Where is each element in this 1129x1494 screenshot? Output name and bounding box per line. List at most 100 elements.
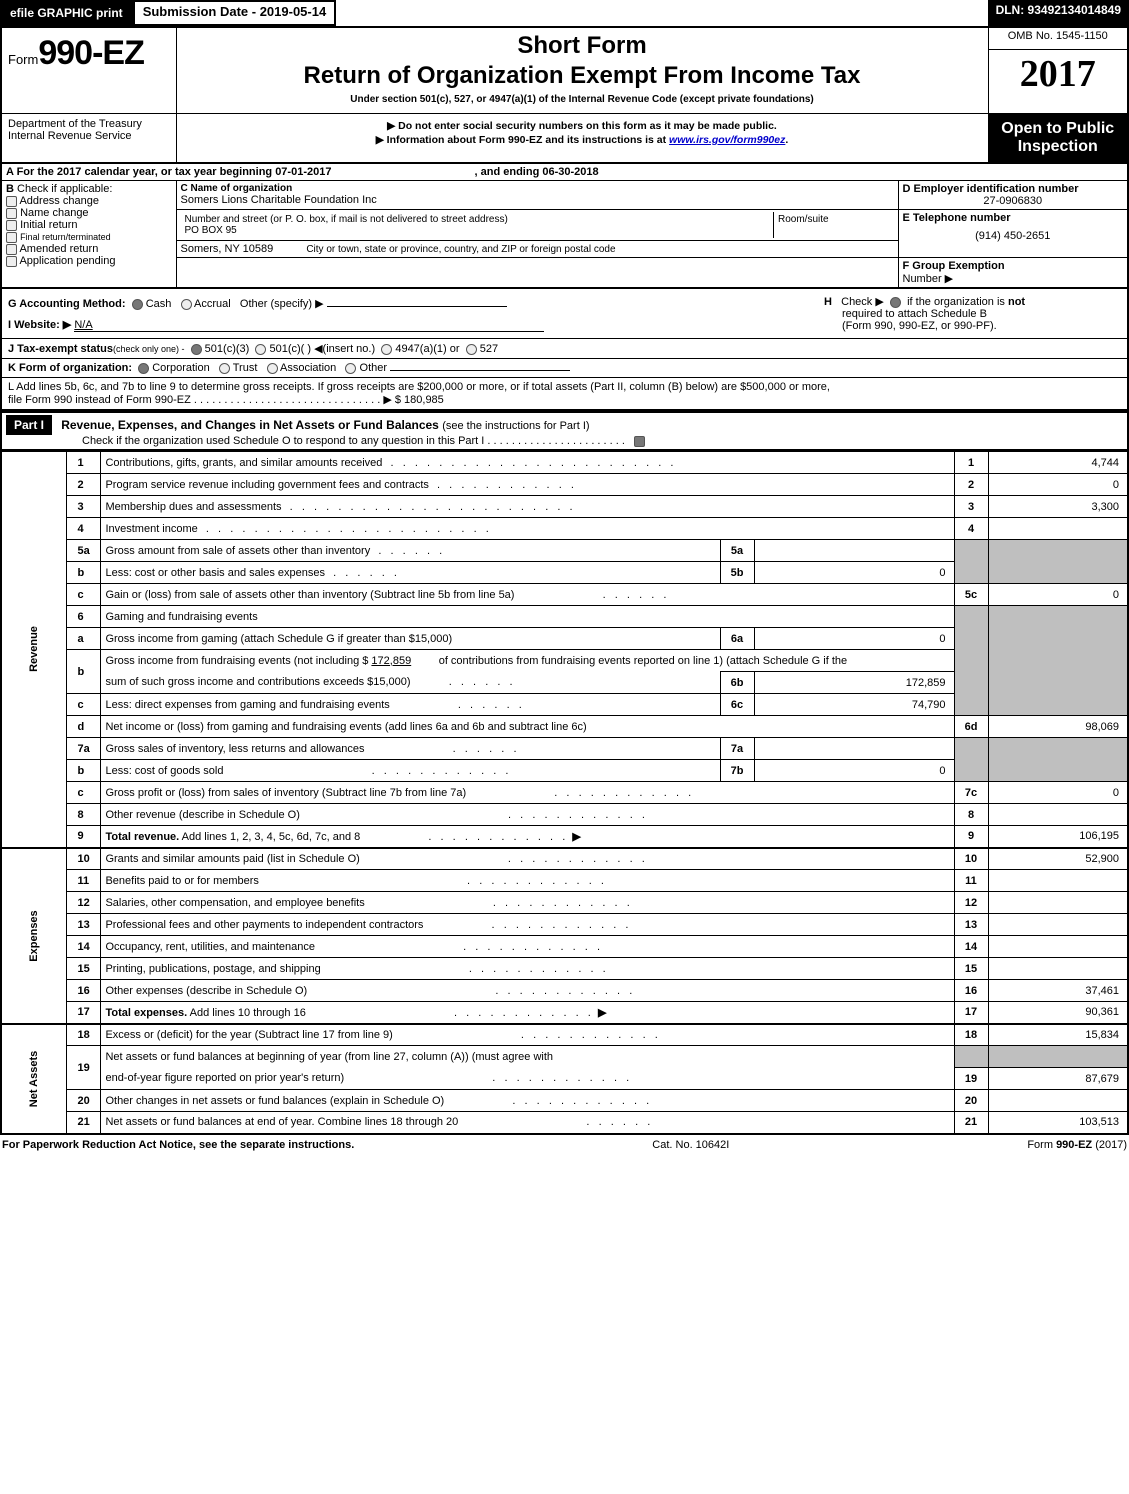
ln9-val: 106,195 xyxy=(988,826,1128,848)
ln19-val: 87,679 xyxy=(988,1068,1128,1090)
ln5b-sn: 5b xyxy=(720,562,754,584)
ln5a-sv xyxy=(754,540,954,562)
i-website-value: N/A xyxy=(74,319,544,332)
ln6b-num: b xyxy=(67,650,101,694)
ln6b-amount: 172,859 xyxy=(371,655,411,667)
ln5a-num: 5a xyxy=(67,540,101,562)
b-item-1: Name change xyxy=(20,207,89,219)
ln6-desc: Gaming and fundraising events xyxy=(101,606,954,628)
ln6d-num: d xyxy=(67,716,101,738)
d-ein-value: 27-0906830 xyxy=(903,195,1124,207)
l-line2-pre: file Form 990 instead of Form 990-EZ . .… xyxy=(8,394,395,406)
ln5b-num: b xyxy=(67,562,101,584)
ln4-desc: Investment income xyxy=(105,523,197,535)
chk-final-return[interactable] xyxy=(6,232,17,243)
ln13-val xyxy=(988,914,1128,936)
g-other: Other (specify) ▶ xyxy=(240,298,324,310)
ln17-val: 90,361 xyxy=(988,1002,1128,1024)
chk-initial-return[interactable] xyxy=(6,220,17,231)
chk-h[interactable] xyxy=(890,297,901,308)
chk-assoc[interactable] xyxy=(267,363,278,374)
ln20-tn: 20 xyxy=(954,1090,988,1112)
ln16-desc: Other expenses (describe in Schedule O) xyxy=(105,985,307,997)
ln5a-desc: Gross amount from sale of assets other t… xyxy=(105,545,370,557)
j-501c: 501(c)( ) ◀(insert no.) xyxy=(269,343,375,355)
b-item-3: Final return/terminated xyxy=(20,232,111,242)
chk-cash[interactable] xyxy=(132,299,143,310)
chk-schedule-o[interactable] xyxy=(634,436,645,447)
street-label: Number and street (or P. O. box, if mail… xyxy=(185,214,508,225)
ln7c-num: c xyxy=(67,782,101,804)
ln5c-tn: 5c xyxy=(954,584,988,606)
ln21-val: 103,513 xyxy=(988,1112,1128,1134)
footer-right-bold: 990-EZ xyxy=(1056,1139,1092,1151)
e-phone-label: E Telephone number xyxy=(903,212,1124,224)
chk-name-change[interactable] xyxy=(6,208,17,219)
ln3-desc: Membership dues and assessments xyxy=(105,501,281,513)
ln14-tn: 14 xyxy=(954,936,988,958)
chk-4947[interactable] xyxy=(381,344,392,355)
form-number: 990-EZ xyxy=(38,34,144,72)
ln18-tn: 18 xyxy=(954,1024,988,1046)
efile-print-button[interactable]: efile GRAPHIC print xyxy=(0,0,133,26)
part1-header: Part I Revenue, Expenses, and Changes in… xyxy=(0,411,1129,451)
ln6a-sn: 6a xyxy=(720,628,754,650)
part1-label: Part I xyxy=(6,415,52,435)
ln20-num: 20 xyxy=(67,1090,101,1112)
return-title: Return of Organization Exempt From Incom… xyxy=(183,62,982,90)
chk-other-org[interactable] xyxy=(345,363,356,374)
ln19-desc2: end-of-year figure reported on prior yea… xyxy=(105,1072,344,1084)
ln7a-sv xyxy=(754,738,954,760)
info-link[interactable]: www.irs.gov/form990ez xyxy=(669,134,785,146)
dept-treasury: Department of the Treasury xyxy=(8,118,170,130)
street-value: PO BOX 95 xyxy=(185,225,237,236)
ln17-arrow: ▶ xyxy=(598,1007,606,1019)
ln9-desc2: Add lines 1, 2, 3, 4, 5c, 6d, 7c, and 8 xyxy=(179,831,360,843)
ln10-tn: 10 xyxy=(954,848,988,870)
ln2-tn: 2 xyxy=(954,474,988,496)
ln18-num: 18 xyxy=(67,1024,101,1046)
ln16-tn: 16 xyxy=(954,980,988,1002)
inspection: Inspection xyxy=(993,138,1124,156)
ln10-num: 10 xyxy=(67,848,101,870)
line-a-pre: A For the 2017 calendar year, or tax yea… xyxy=(6,166,331,178)
j-501c3: 501(c)(3) xyxy=(205,343,250,355)
ln17-desc2: Add lines 10 through 16 xyxy=(187,1007,306,1019)
ln6c-sn: 6c xyxy=(720,694,754,716)
j-527: 527 xyxy=(480,343,498,355)
ln21-num: 21 xyxy=(67,1112,101,1134)
ln1-desc: Contributions, gifts, grants, and simila… xyxy=(105,457,382,469)
j-4947: 4947(a)(1) or xyxy=(395,343,459,355)
chk-501c3[interactable] xyxy=(191,344,202,355)
ln6b-desc2: sum of such gross income and contributio… xyxy=(105,676,410,688)
form-header: Form990-EZ Short Form Return of Organiza… xyxy=(0,26,1129,164)
ln9-desc: Total revenue. xyxy=(105,831,179,843)
ln5c-num: c xyxy=(67,584,101,606)
chk-application-pending[interactable] xyxy=(6,256,17,267)
chk-address-change[interactable] xyxy=(6,196,17,207)
ln11-num: 11 xyxy=(67,870,101,892)
chk-501c[interactable] xyxy=(255,344,266,355)
ln12-desc: Salaries, other compensation, and employ… xyxy=(105,897,364,909)
h-form-ref: (Form 990, 990-EZ, or 990-PF). xyxy=(842,320,997,332)
ln5a-sn: 5a xyxy=(720,540,754,562)
g-accrual: Accrual xyxy=(194,298,231,310)
j-label: J Tax-exempt status xyxy=(8,343,113,355)
footer-left: For Paperwork Reduction Act Notice, see … xyxy=(2,1139,354,1151)
chk-accrual[interactable] xyxy=(181,299,192,310)
org-info-block: A For the 2017 calendar year, or tax yea… xyxy=(0,164,1129,289)
city-value: Somers, NY 10589 xyxy=(181,243,274,255)
l-line1: L Add lines 5b, 6c, and 7b to line 9 to … xyxy=(8,381,1121,393)
d-ein-label: D Employer identification number xyxy=(903,183,1124,195)
chk-trust[interactable] xyxy=(219,363,230,374)
ln15-num: 15 xyxy=(67,958,101,980)
footer: For Paperwork Reduction Act Notice, see … xyxy=(0,1135,1129,1155)
chk-corp[interactable] xyxy=(138,363,149,374)
chk-amended-return[interactable] xyxy=(6,244,17,255)
ln7c-desc: Gross profit or (loss) from sales of inv… xyxy=(105,787,466,799)
i-website-label: I Website: ▶ xyxy=(8,319,71,331)
ln15-desc: Printing, publications, postage, and shi… xyxy=(105,963,320,975)
ln7a-num: 7a xyxy=(67,738,101,760)
b-item-5: Application pending xyxy=(19,255,115,267)
chk-527[interactable] xyxy=(466,344,477,355)
